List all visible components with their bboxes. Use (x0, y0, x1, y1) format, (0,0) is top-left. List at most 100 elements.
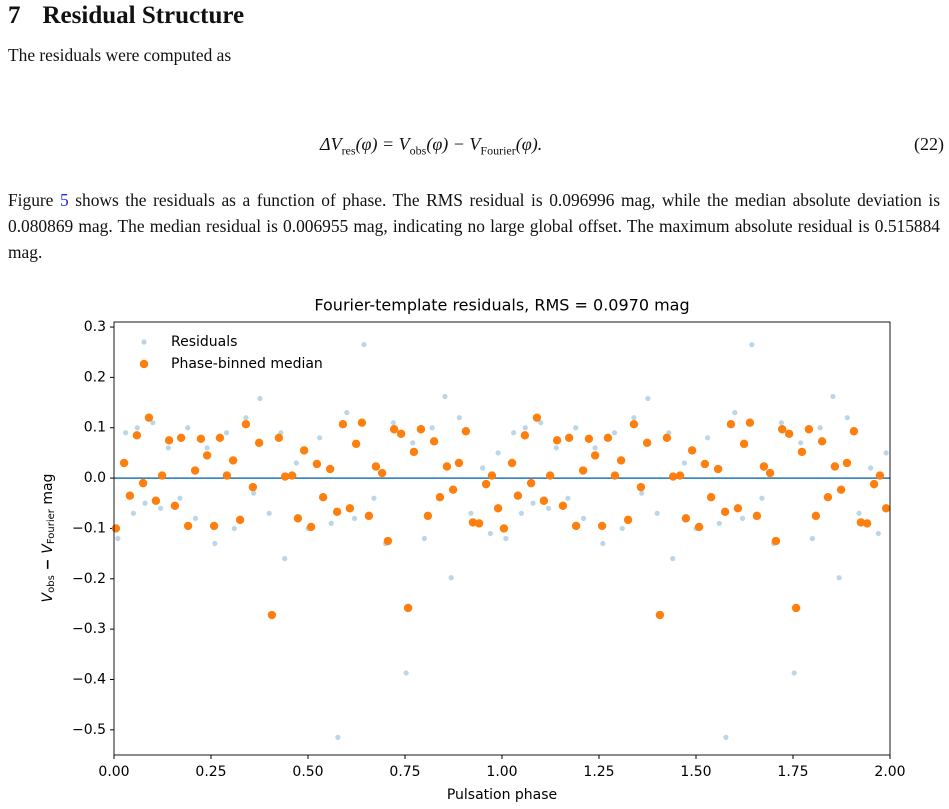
y-tick-label: 0.1 (84, 420, 106, 436)
point (771, 536, 781, 546)
point (454, 458, 464, 468)
point (883, 450, 889, 456)
x-tick-label: 1.50 (680, 764, 711, 780)
point (726, 420, 736, 429)
point (817, 425, 823, 431)
y-tick-label: −0.5 (72, 722, 106, 738)
point (209, 521, 219, 531)
point (590, 451, 600, 460)
point (468, 518, 478, 527)
point (723, 734, 729, 740)
y-axis-label: Vobs − VFourier mag (40, 474, 57, 603)
point (416, 425, 426, 434)
point (410, 440, 416, 446)
eq-sub: obs (409, 143, 427, 158)
point (403, 603, 413, 613)
plot-frame (113, 321, 891, 756)
text: shows the residuals as a function of pha… (8, 190, 940, 262)
point (389, 425, 399, 434)
point (157, 471, 167, 480)
point (231, 525, 237, 532)
x-tick-label: 0.25 (195, 764, 226, 780)
y-label-part: − (40, 554, 56, 575)
paragraph: Figure 5 shows the residuals as a functi… (8, 187, 940, 265)
point (545, 471, 555, 480)
point (739, 439, 749, 449)
point (456, 415, 462, 421)
point (235, 515, 245, 525)
point (243, 415, 249, 421)
y-label-sub: obs (46, 575, 57, 593)
point (687, 446, 697, 455)
point (190, 466, 200, 475)
point (705, 435, 711, 441)
point (487, 471, 497, 480)
point (862, 519, 872, 528)
point (325, 464, 335, 474)
point (338, 420, 348, 429)
point (564, 433, 574, 443)
point (183, 521, 193, 531)
y-label-part: V (40, 543, 56, 554)
point (836, 575, 842, 581)
point (745, 418, 755, 427)
point (165, 445, 171, 451)
y-tick-label: −0.1 (72, 520, 106, 536)
point (791, 670, 797, 676)
point (668, 472, 678, 481)
point (881, 504, 891, 513)
point (377, 468, 387, 478)
point (468, 510, 474, 516)
paragraph: The residuals were computed as (8, 45, 232, 65)
point (868, 465, 874, 471)
point (248, 482, 258, 492)
point (335, 734, 341, 740)
point (293, 460, 299, 466)
point (157, 505, 164, 511)
equation-body: ΔVres(φ) = Vobs(φ) − VFourier(φ). (320, 134, 542, 159)
point (196, 434, 206, 444)
point (257, 395, 263, 402)
point (642, 438, 652, 448)
figure-link[interactable]: 5 (59, 190, 69, 210)
point (134, 425, 140, 431)
point (629, 420, 639, 429)
equation-number: (22) (914, 134, 944, 154)
x-tick-label: 0.75 (389, 764, 420, 780)
y-tick-label: −0.2 (72, 571, 106, 587)
point (662, 433, 672, 443)
point (526, 478, 536, 488)
point (784, 429, 794, 438)
section-title: Residual Structure (42, 2, 245, 29)
point (461, 427, 471, 436)
point (700, 459, 710, 469)
eq-text: (φ) = V (355, 134, 410, 154)
point (518, 510, 525, 516)
point (645, 395, 651, 402)
point (241, 420, 251, 429)
section-number: 7 (8, 2, 21, 29)
point (752, 511, 762, 521)
y-label-part: V (40, 591, 56, 602)
x-tick-label: 1.00 (486, 764, 517, 780)
point (448, 485, 458, 494)
point (538, 420, 544, 426)
point (421, 535, 427, 542)
point (539, 496, 549, 505)
point (603, 433, 613, 443)
x-tick-label: 0.00 (98, 764, 129, 780)
point (759, 495, 765, 501)
series (111, 413, 891, 620)
point (869, 479, 879, 489)
point (280, 472, 290, 481)
point (670, 556, 676, 562)
point (364, 511, 374, 521)
point (299, 446, 309, 455)
point (522, 425, 528, 431)
point (811, 511, 821, 521)
point (600, 540, 606, 547)
point (150, 420, 156, 426)
point (215, 433, 225, 443)
point (267, 610, 277, 620)
x-tick-label: 2.00 (874, 764, 905, 780)
